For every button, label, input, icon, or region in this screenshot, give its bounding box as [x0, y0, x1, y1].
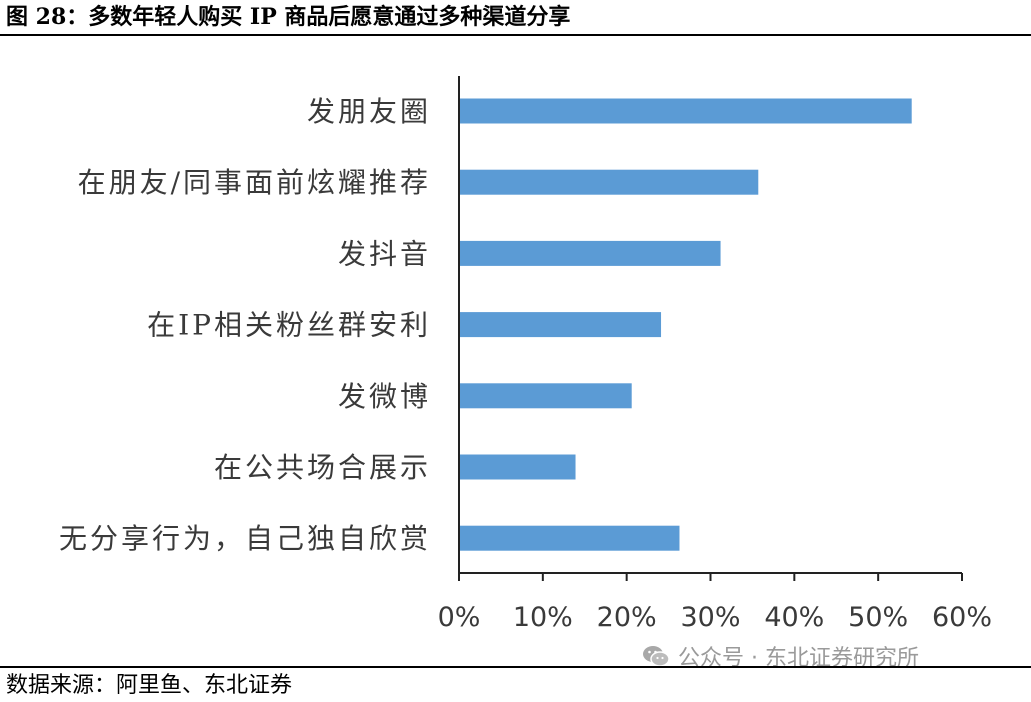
category-label: 发朋友圈	[307, 95, 431, 128]
wechat-icon	[643, 646, 670, 667]
bars-group	[459, 98, 912, 551]
source-note: 数据来源：阿里鱼、东北证券	[6, 673, 293, 698]
x-tick-label: 50%	[848, 602, 908, 633]
category-labels: 发朋友圈在朋友/同事面前炫耀推荐发抖音在IP相关粉丝群安利发微博在公共场合展示无…	[59, 95, 431, 555]
x-tick-label: 20%	[597, 602, 657, 633]
x-tick-label: 0%	[438, 602, 481, 633]
category-label: 在IP相关粉丝群安利	[147, 309, 431, 342]
x-tick-label: 30%	[680, 602, 740, 633]
bar	[459, 240, 721, 266]
x-tick-labels: 0% 10% 20% 30% 40% 50% 60%	[438, 602, 992, 633]
title-divider	[0, 34, 1031, 36]
bar	[459, 98, 912, 124]
source-divider	[0, 666, 1031, 668]
category-label: 无分享行为，自己独自欣赏	[59, 522, 431, 555]
category-label: 在公共场合展示	[214, 451, 431, 484]
bar	[459, 454, 576, 480]
x-tick-label: 60%	[932, 602, 992, 633]
bar	[459, 312, 662, 338]
x-tick-label: 40%	[764, 602, 824, 633]
axes-group	[458, 76, 963, 581]
bar-chart: 发朋友圈在朋友/同事面前炫耀推荐发抖音在IP相关粉丝群安利发微博在公共场合展示无…	[59, 76, 992, 633]
bar	[459, 525, 680, 551]
bar	[459, 383, 632, 409]
bar	[459, 169, 759, 195]
category-label: 发抖音	[338, 237, 431, 270]
figure-title: 图 28：多数年轻人购买 IP 商品后愿意通过多种渠道分享	[6, 4, 571, 30]
category-label: 发微博	[338, 380, 431, 413]
category-label: 在朋友/同事面前炫耀推荐	[78, 166, 431, 199]
x-tick-label: 10%	[513, 602, 573, 633]
